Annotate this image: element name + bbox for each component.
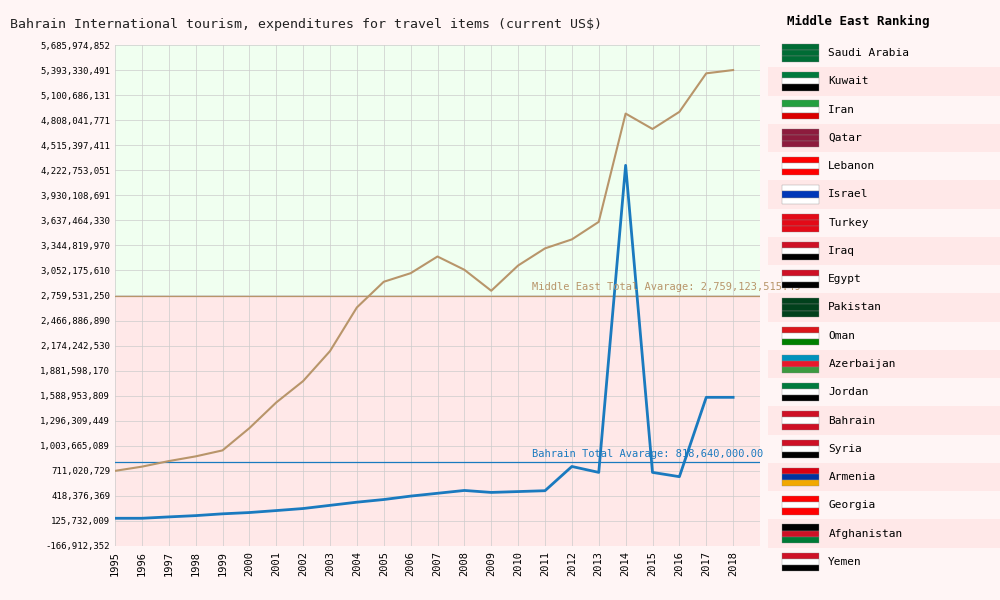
Bar (782, 214, 819, 220)
Bar (782, 361, 819, 367)
Text: Azerbaijan: Azerbaijan (828, 359, 896, 369)
Bar (782, 44, 819, 50)
Bar (782, 197, 819, 203)
Text: Jordan: Jordan (828, 387, 869, 397)
Text: Pakistan: Pakistan (828, 302, 882, 313)
Text: Bahrain International tourism, expenditures for travel items (current US$): Bahrain International tourism, expenditu… (10, 18, 602, 31)
Text: Lebanon: Lebanon (828, 161, 876, 171)
Bar (782, 355, 819, 361)
Bar (768, 237, 1000, 265)
Bar (768, 181, 1000, 209)
Bar (782, 536, 819, 543)
Bar (782, 248, 819, 254)
Bar (782, 524, 819, 530)
Bar (782, 163, 819, 169)
Text: Qatar: Qatar (828, 133, 862, 143)
Bar (782, 339, 819, 345)
Bar (782, 107, 819, 113)
Bar (782, 220, 819, 226)
Bar (782, 559, 819, 565)
Text: Saudi Arabia: Saudi Arabia (828, 48, 909, 58)
Bar (768, 463, 1000, 491)
Text: Syria: Syria (828, 444, 862, 454)
Bar (782, 553, 819, 559)
Bar (782, 50, 819, 56)
Bar (768, 350, 1000, 378)
Bar (782, 79, 819, 85)
Text: Middle East Total Avarage: 2,759,123,515.49: Middle East Total Avarage: 2,759,123,515… (532, 283, 800, 292)
Bar (782, 424, 819, 430)
Text: Kuwait: Kuwait (828, 76, 869, 86)
Bar (782, 141, 819, 147)
Text: Middle East Ranking: Middle East Ranking (787, 15, 929, 28)
Bar (782, 254, 819, 260)
Bar (782, 226, 819, 232)
Text: Bahrain Total Avarage: 818,640,000.00: Bahrain Total Avarage: 818,640,000.00 (532, 449, 763, 458)
Bar (782, 157, 819, 163)
Bar (782, 480, 819, 486)
Bar (768, 293, 1000, 322)
Bar (782, 496, 819, 502)
Bar (782, 446, 819, 452)
Bar (782, 468, 819, 474)
Bar (782, 508, 819, 515)
Bar (782, 412, 819, 418)
Text: Iran: Iran (828, 104, 855, 115)
Bar (782, 395, 819, 401)
Bar (782, 311, 819, 317)
Bar (782, 333, 819, 339)
Bar (782, 135, 819, 141)
Text: Armenia: Armenia (828, 472, 876, 482)
Text: Egypt: Egypt (828, 274, 862, 284)
Bar (782, 298, 819, 304)
Bar (782, 304, 819, 311)
Text: Iraq: Iraq (828, 246, 855, 256)
Bar (782, 185, 819, 191)
Bar (768, 124, 1000, 152)
Bar (782, 474, 819, 480)
Bar (782, 242, 819, 248)
Bar (782, 530, 819, 536)
Bar (782, 452, 819, 458)
Bar (782, 440, 819, 446)
Bar (768, 406, 1000, 434)
Bar (782, 326, 819, 333)
Bar (782, 565, 819, 571)
Text: Yemen: Yemen (828, 557, 862, 567)
Bar (782, 276, 819, 282)
Text: Georgia: Georgia (828, 500, 876, 511)
Bar (782, 72, 819, 79)
Bar (782, 502, 819, 508)
Bar (782, 113, 819, 119)
Bar (115, 296, 760, 546)
Text: Turkey: Turkey (828, 218, 869, 228)
Bar (782, 282, 819, 289)
Bar (782, 191, 819, 197)
Bar (768, 67, 1000, 95)
Text: Bahrain: Bahrain (828, 416, 876, 425)
Bar (782, 367, 819, 373)
Bar (782, 383, 819, 389)
Bar (782, 418, 819, 424)
Bar (782, 129, 819, 135)
Text: Afghanistan: Afghanistan (828, 529, 903, 539)
Bar (782, 270, 819, 276)
Bar (782, 100, 819, 107)
Text: Oman: Oman (828, 331, 855, 341)
Bar (115, 45, 760, 296)
Bar (768, 520, 1000, 548)
Bar (782, 85, 819, 91)
Bar (782, 169, 819, 175)
Bar (782, 389, 819, 395)
Bar (782, 56, 819, 62)
Text: Israel: Israel (828, 190, 869, 199)
